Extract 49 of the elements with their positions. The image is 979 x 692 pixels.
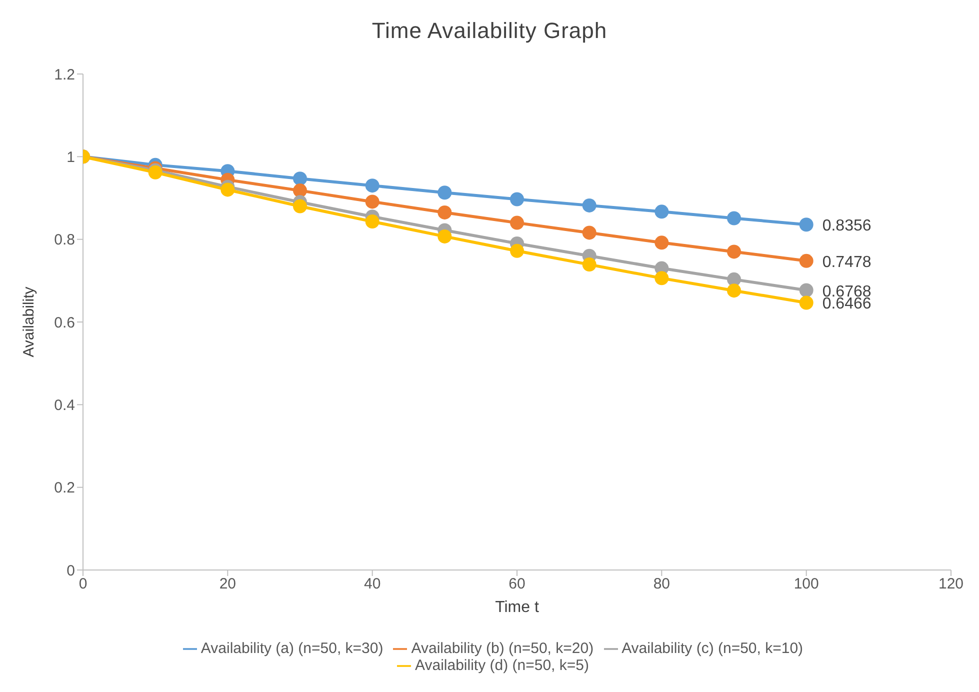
x-tick-label: 100: [794, 576, 819, 593]
x-tick-label: 60: [508, 576, 526, 593]
point: [799, 283, 814, 298]
x-tick-label: 40: [364, 576, 381, 593]
point: [438, 205, 452, 220]
x-tick-label: 20: [219, 576, 236, 593]
point: [799, 218, 814, 232]
legend-label: Availability (b) (n=50, k=20): [411, 640, 594, 657]
y-tick-label: 0.4: [54, 396, 75, 414]
data-label: 0.7478: [822, 254, 872, 271]
x-axis-title: Time t: [495, 599, 540, 616]
point: [582, 258, 596, 272]
data-label: 0.8356: [822, 218, 872, 235]
point: [438, 186, 452, 200]
point: [654, 236, 669, 250]
point: [582, 226, 596, 240]
point: [365, 194, 380, 209]
chart-title: Time Availability Graph: [370, 17, 608, 45]
y-tick-label: 0.2: [54, 480, 75, 497]
legend-label: Availability (a) (n=50, k=30): [200, 640, 384, 657]
point: [510, 192, 524, 206]
point: [220, 182, 235, 197]
point: [582, 198, 596, 212]
point: [654, 204, 669, 219]
y-tick-label: 1.2: [54, 66, 75, 84]
point: [293, 199, 307, 214]
y-tick-label: 0.8: [54, 232, 75, 249]
point: [365, 214, 380, 229]
legend-label: Availability (c) (n=50, k=10): [622, 640, 804, 657]
point: [438, 229, 452, 244]
point: [510, 244, 524, 258]
point: [799, 254, 814, 268]
point: [727, 284, 741, 298]
point: [727, 244, 741, 259]
point: [293, 184, 307, 198]
y-tick-label: 0.6: [54, 314, 75, 332]
y-tick-label: 0: [66, 562, 75, 580]
point: [293, 172, 307, 186]
point: [510, 216, 524, 230]
point: [365, 178, 380, 193]
x-tick-label: 120: [938, 576, 964, 593]
point: [654, 271, 669, 286]
y-axis-title: Availability: [20, 286, 38, 358]
point: [799, 296, 814, 310]
legend-label: Availability (d) (n=50, k=5): [415, 657, 589, 674]
x-tick-label: 0: [78, 576, 88, 593]
point: [727, 211, 741, 226]
y-tick-label: 1: [66, 148, 75, 166]
x-tick-label: 80: [653, 576, 670, 593]
